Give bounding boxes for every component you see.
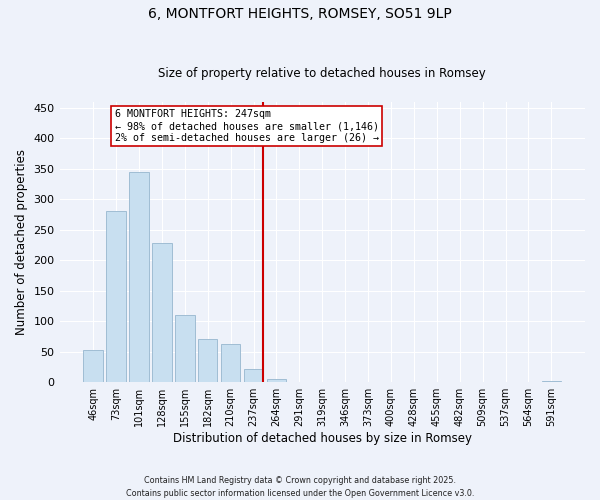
Bar <box>267 378 286 382</box>
Text: 6, MONTFORT HEIGHTS, ROMSEY, SO51 9LP: 6, MONTFORT HEIGHTS, ROMSEY, SO51 9LP <box>148 8 452 22</box>
Bar <box>175 315 194 382</box>
Bar <box>198 340 217 382</box>
Bar <box>152 243 172 382</box>
Bar <box>244 369 263 382</box>
Y-axis label: Number of detached properties: Number of detached properties <box>15 149 28 335</box>
Bar <box>542 381 561 382</box>
Bar <box>83 350 103 382</box>
Bar <box>221 344 241 382</box>
Text: Contains HM Land Registry data © Crown copyright and database right 2025.
Contai: Contains HM Land Registry data © Crown c… <box>126 476 474 498</box>
Bar <box>106 212 126 382</box>
Bar <box>129 172 149 382</box>
X-axis label: Distribution of detached houses by size in Romsey: Distribution of detached houses by size … <box>173 432 472 445</box>
Text: 6 MONTFORT HEIGHTS: 247sqm
← 98% of detached houses are smaller (1,146)
2% of se: 6 MONTFORT HEIGHTS: 247sqm ← 98% of deta… <box>115 110 379 142</box>
Title: Size of property relative to detached houses in Romsey: Size of property relative to detached ho… <box>158 66 486 80</box>
